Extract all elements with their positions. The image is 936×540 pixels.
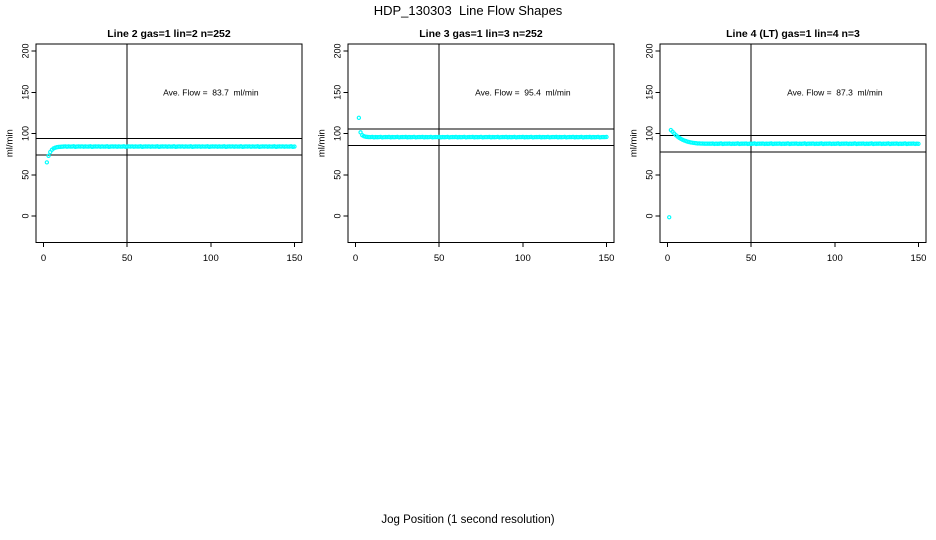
y-tick-label: 0 (21, 213, 31, 218)
data-point (667, 215, 672, 220)
plot-box (35, 43, 303, 243)
x-tick-label: 0 (353, 253, 358, 264)
data-point (356, 115, 362, 121)
x-tick-label: 100 (203, 253, 219, 264)
x-tick-label: 0 (665, 253, 670, 264)
x-tick-label: 0 (41, 253, 46, 264)
y-tick-label: 50 (21, 170, 31, 180)
y-tick-label: 0 (645, 213, 655, 218)
plot-line-4: 0 50 100 150 200 ml/min 0 50 100 150 Ave. Flow = 8… (629, 43, 927, 264)
y-axis-title: ml/min (5, 129, 16, 157)
y-tick-label: 150 (333, 85, 343, 100)
panel-line-2: Line 2 gas=1 lin=2 n=252 0 50 100 150 200 ml/… (0, 25, 312, 275)
x-tick-label: 150 (911, 253, 927, 264)
y-tick-label: 150 (21, 85, 31, 100)
data-point (292, 144, 297, 149)
panel-title-line-4: Line 4 (LT) gas=1 lin=4 n=3 (726, 28, 860, 40)
y-axis-title: ml/min (629, 129, 640, 157)
plot-line-3: 0 50 100 150 200 ml/min 0 50 100 150 Ave. Flow = 9… (317, 43, 615, 264)
y-tick-label: 200 (645, 43, 655, 58)
x-tick-label: 50 (122, 253, 133, 264)
panel-line-3: Line 3 gas=1 lin=3 n=252 0 50 100 150 200 ml/… (312, 25, 624, 275)
x-axis-label: Jog Position (1 second resolution) (381, 514, 555, 526)
panel-title-line-2: Line 2 gas=1 lin=2 n=252 (107, 28, 231, 40)
data-point (914, 141, 919, 146)
plot-box (347, 43, 615, 243)
data-point (602, 134, 607, 140)
y-tick-label: 150 (645, 85, 655, 100)
y-tick-label: 100 (21, 126, 31, 141)
panel-line-4: Line 4 (LT) gas=1 lin=4 n=3 0 50 100 150 200… (624, 25, 936, 275)
panel-title-line-3: Line 3 gas=1 lin=3 n=252 (419, 28, 543, 40)
data-point (46, 153, 51, 159)
y-tick-label: 50 (333, 170, 343, 180)
y-axis-title: ml/min (317, 129, 328, 157)
x-tick-label: 100 (827, 253, 843, 264)
y-tick-label: 100 (645, 126, 655, 141)
ave-flow-annotation: Ave. Flow = 87.3 ml/min (787, 87, 883, 97)
x-tick-label: 150 (287, 253, 303, 264)
ave-flow-annotation: Ave. Flow = 83.7 ml/min (163, 87, 259, 97)
x-tick-label: 150 (599, 253, 615, 264)
y-tick-label: 0 (333, 213, 343, 218)
x-tick-label: 50 (746, 253, 757, 264)
ave-flow-annotation: Ave. Flow = 95.4 ml/min (475, 87, 571, 97)
data-point (44, 160, 50, 165)
y-tick-label: 200 (21, 43, 31, 58)
data-point (604, 134, 609, 140)
main-title: HDP_130303 Line Flow Shapes (373, 3, 563, 18)
y-tick-label: 100 (333, 126, 343, 141)
y-tick-label: 200 (333, 43, 343, 58)
data-point (916, 141, 921, 146)
x-tick-label: 50 (434, 253, 445, 264)
plot-box (659, 43, 927, 243)
y-tick-label: 50 (645, 170, 655, 180)
x-tick-label: 100 (515, 253, 531, 264)
plot-line-2: 0 50 100 150 200 ml/min 0 50 100 150 Ave. Flow = 8… (5, 43, 303, 264)
